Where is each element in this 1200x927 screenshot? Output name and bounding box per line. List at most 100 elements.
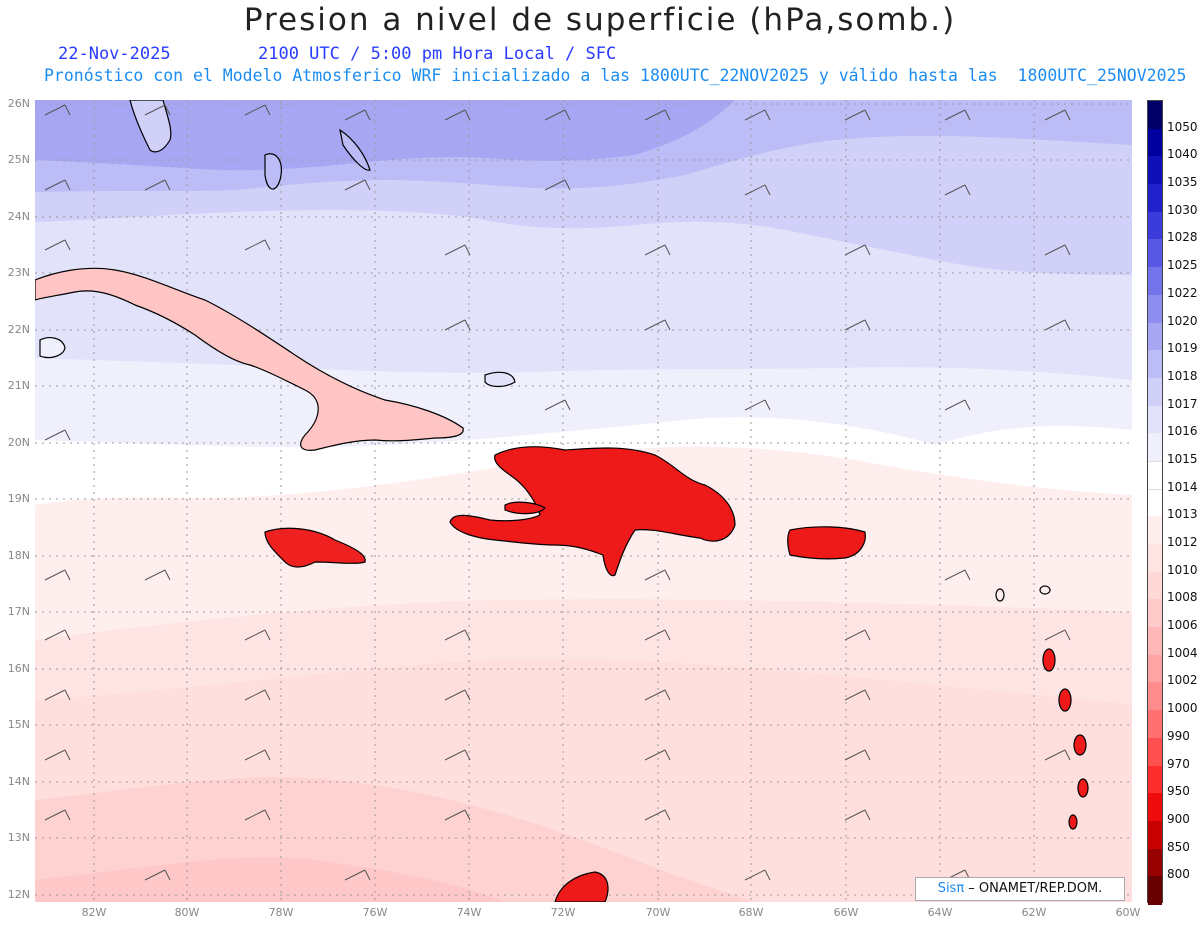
lat-label: 22N	[7, 323, 30, 336]
lon-label: 66W	[833, 906, 859, 919]
band-1019	[35, 100, 735, 171]
colorbar-label: 1013	[1167, 507, 1198, 522]
lat-label: 12N	[7, 888, 30, 901]
colorbar-swatch	[1148, 377, 1162, 407]
credit-box: Sisπ – ONAMET/REP.DOM.	[915, 877, 1125, 901]
lon-label: 62W	[1021, 906, 1047, 919]
florida-land	[129, 100, 172, 153]
colorbar-label: 1017	[1167, 396, 1198, 411]
lon-label: 64W	[927, 906, 953, 919]
st-lucia-land	[1077, 778, 1089, 798]
st-kitts-land	[995, 588, 1005, 602]
colorbar-label: 1028	[1167, 230, 1198, 245]
puerto-rico-land	[787, 526, 866, 560]
andros-land	[264, 153, 282, 190]
isla-juventud	[39, 337, 66, 359]
colorbar-label: 1015	[1167, 451, 1198, 466]
colorbar-label: 1025	[1167, 258, 1198, 273]
lat-label: 14N	[7, 775, 30, 788]
colorbar-swatch	[1148, 765, 1162, 795]
hispaniola-land	[449, 446, 736, 577]
colorbar-swatch	[1148, 654, 1162, 684]
coastlines	[35, 100, 1089, 902]
lon-label: 68W	[738, 906, 764, 919]
colorbar-swatch	[1148, 184, 1162, 213]
gonave-land	[504, 501, 546, 515]
colorbar-label: 1019	[1167, 341, 1198, 356]
lon-label: 78W	[268, 906, 294, 919]
antigua-land	[1039, 585, 1051, 595]
colorbar-label: 1010	[1167, 562, 1198, 577]
south-america-land	[554, 871, 609, 902]
cuba-land	[35, 267, 464, 451]
colorbar	[1147, 100, 1163, 905]
colorbar-swatch	[1148, 294, 1162, 324]
lat-label: 23N	[7, 266, 30, 279]
colorbar-swatch	[1148, 405, 1162, 435]
colorbar-label: 1000	[1167, 701, 1198, 716]
colorbar-label: 990	[1167, 728, 1190, 743]
colorbar-swatch	[1148, 571, 1162, 601]
colorbar-label: 1006	[1167, 618, 1198, 633]
colorbar-label: 850	[1167, 839, 1190, 854]
colorbar-label: 800	[1167, 867, 1190, 882]
colorbar-label: 900	[1167, 811, 1190, 826]
colorbar-swatch	[1148, 627, 1162, 656]
colorbar-swatch	[1148, 156, 1162, 186]
colorbar-swatch	[1148, 101, 1162, 130]
lat-label: 18N	[7, 549, 30, 562]
chart-title: Presion a nivel de superficie (hPa,somb.…	[243, 2, 957, 38]
colorbar-swatch	[1148, 544, 1162, 573]
lat-label: 17N	[7, 605, 30, 618]
colorbar-label: 1018	[1167, 368, 1198, 383]
colorbar-label: 1004	[1167, 645, 1198, 660]
forecast-time: 2100 UTC / 5:00 pm Hora Local / SFC	[258, 44, 617, 64]
st-vincent-land	[1068, 814, 1078, 830]
colorbar-swatch	[1148, 793, 1162, 822]
band-1007	[35, 857, 505, 902]
colorbar-swatch	[1148, 710, 1162, 739]
colorbar-label: 1012	[1167, 535, 1198, 550]
colorbar-label: 1050	[1167, 119, 1198, 134]
lon-label: 76W	[362, 906, 388, 919]
map-svg	[35, 100, 1132, 902]
forecast-date: 22-Nov-2025	[58, 44, 171, 64]
lon-label: 74W	[456, 906, 482, 919]
colorbar-label: 1014	[1167, 479, 1198, 494]
colorbar-label: 1016	[1167, 424, 1198, 439]
colorbar-label: 970	[1167, 756, 1190, 771]
pressure-map	[35, 100, 1132, 902]
colorbar-swatch	[1148, 682, 1162, 712]
colorbar-swatch	[1148, 876, 1162, 905]
colorbar-label: 1040	[1167, 147, 1198, 162]
jamaica-land	[264, 527, 366, 568]
colorbar-swatch	[1148, 737, 1162, 767]
colorbar-label: 1020	[1167, 313, 1198, 328]
inagua-land	[484, 371, 516, 388]
lon-label: 70W	[645, 906, 671, 919]
lat-label: 26N	[7, 97, 30, 110]
colorbar-swatch	[1148, 322, 1162, 352]
colorbar-label: 1035	[1167, 175, 1198, 190]
colorbar-swatch	[1148, 848, 1162, 878]
guadeloupe-land	[1042, 648, 1056, 672]
credit-text: – ONAMET/REP.DOM.	[964, 881, 1103, 896]
colorbar-label: 1022	[1167, 285, 1198, 300]
lon-label: 60W	[1115, 906, 1141, 919]
lon-label: 80W	[174, 906, 200, 919]
martinique-land	[1073, 734, 1087, 756]
dominica-land	[1058, 688, 1072, 712]
colorbar-swatch	[1148, 460, 1162, 491]
colorbar-label: 1002	[1167, 673, 1198, 688]
colorbar-swatch	[1148, 350, 1162, 379]
lat-label: 21N	[7, 379, 30, 392]
lat-label: 13N	[7, 831, 30, 844]
lat-label: 16N	[7, 662, 30, 675]
colorbar-label: 1030	[1167, 202, 1198, 217]
lat-label: 24N	[7, 210, 30, 223]
colorbar-swatch	[1148, 599, 1162, 629]
colorbar-swatch	[1148, 516, 1162, 546]
colorbar-swatch	[1148, 433, 1162, 462]
colorbar-swatch	[1148, 267, 1162, 296]
colorbar-label: 950	[1167, 784, 1190, 799]
